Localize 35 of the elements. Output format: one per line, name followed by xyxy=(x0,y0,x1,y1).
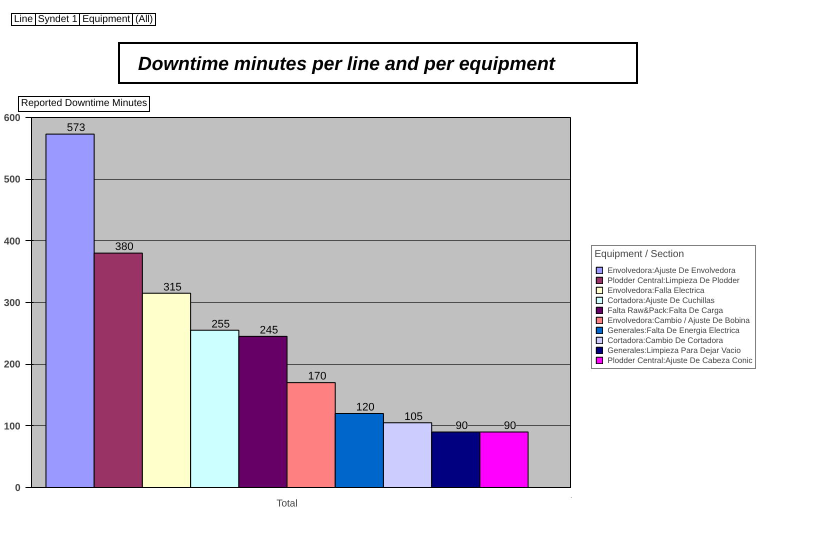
legend-label: Envolvedora:Falla Electrica xyxy=(608,285,704,295)
y-tick-label: 100 xyxy=(4,421,21,432)
legend-label: Cortadora:Cambio De Cortadora xyxy=(608,335,724,345)
chart-title: Downtime minutes per line and per equipment xyxy=(118,42,638,84)
y-axis-title: Reported Downtime Minutes xyxy=(18,96,150,112)
y-tick-label: 500 xyxy=(4,174,21,186)
y-tick-label: 200 xyxy=(4,360,21,371)
y-tick-label: 600 xyxy=(4,113,21,124)
data-label: 105 xyxy=(404,410,423,423)
legend-label: Envolvedora:Cambio / Ajuste De Bobina xyxy=(608,315,750,325)
legend-label: Plodder Central:Ajuste De Cabeza Conic xyxy=(608,355,752,365)
data-label: 120 xyxy=(356,402,375,414)
legend-label: Generales:Falta De Energia Electrica xyxy=(608,325,740,335)
data-label: 380 xyxy=(115,241,134,254)
data-label: 90 xyxy=(456,420,468,432)
x-tick-label: Total xyxy=(276,498,298,510)
legend-label: Falta Raw&Pack:Falta De Carga xyxy=(608,305,724,315)
data-label: 170 xyxy=(308,370,326,383)
data-label: 573 xyxy=(66,122,86,134)
data-label: 315 xyxy=(163,281,182,294)
text: (All) xyxy=(132,13,156,26)
text: Line xyxy=(11,13,36,26)
data-label: 245 xyxy=(260,324,278,336)
y-tick-label: 300 xyxy=(4,298,21,309)
legend-label: Plodder Central:Limpieza De Plodder xyxy=(608,275,740,285)
legend-label: Envolvedora:Ajuste De Envolvedora xyxy=(608,265,736,275)
text: Syndet 1 xyxy=(34,13,80,26)
data-label: 255 xyxy=(212,318,230,330)
text: Equipment xyxy=(79,13,134,26)
y-tick-label: 0 xyxy=(14,483,21,494)
legend-label: Generales:Limpieza Para Dejar Vacio xyxy=(608,345,741,355)
y-tick-label: 400 xyxy=(4,236,21,248)
legend-label: Cortadora:Ajuste De Cuchillas xyxy=(608,295,715,305)
data-label: 90 xyxy=(504,420,516,432)
legend-title: Equipment / Section xyxy=(594,249,686,260)
